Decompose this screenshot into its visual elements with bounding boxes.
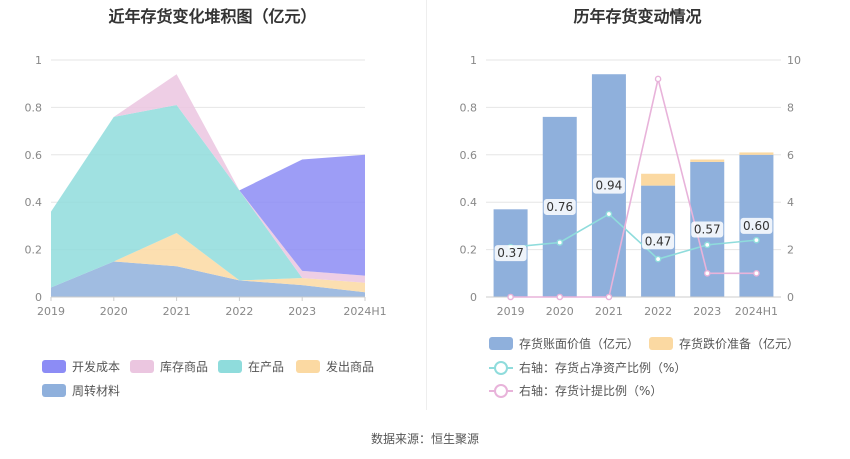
y-tick-label: 0 [35,291,42,304]
bar-provision [690,159,725,162]
legend-label: 存货账面价值（亿元） [519,336,639,351]
legend-label: 周转材料 [72,383,120,398]
data-label-bg [592,177,625,194]
legend-label: 开发成本 [72,359,120,374]
legend-swatch [130,360,154,373]
y-right-tick-label: 8 [787,101,794,114]
legend-swatch [494,384,508,398]
x-tick-label: 2019 [37,305,65,318]
x-tick-label: 2024H1 [343,305,386,318]
line-point [654,75,662,83]
x-tick-label: 2023 [693,305,721,318]
legend-swatch [494,361,508,375]
data-label-bg [642,233,675,250]
line-右轴：存货计提比例（%） [510,78,757,298]
data-label: 0.37 [497,246,524,260]
area-发出商品 [51,233,365,293]
line-point [703,269,711,277]
line-point [605,293,613,301]
line-point [753,236,760,244]
y-left-tick-label: 0.8 [460,101,478,114]
area-在产品 [51,105,365,288]
area-开发成本 [51,74,365,276]
right-chart-title: 历年存货变动情况 [573,7,702,26]
data-label: 0.47 [645,234,672,248]
data-label-bg [691,221,724,238]
legend-label: 在产品 [248,360,284,374]
y-right-tick-label: 2 [787,244,794,257]
y-tick-label: 0.2 [25,244,43,257]
y-tick-label: 0.8 [25,101,43,114]
left-chart-title: 近年存货变化堆积图（亿元） [108,7,317,26]
legend-swatch [489,337,513,350]
y-tick-label: 0.4 [25,196,43,209]
chart-divider [426,0,427,410]
x-tick-label: 2021 [163,305,191,318]
legend-swatch [296,360,320,373]
y-tick-label: 0.6 [25,149,43,162]
x-tick-label: 2023 [288,305,316,318]
x-tick-label: 2021 [595,305,623,318]
y-right-tick-label: 4 [787,196,794,209]
line-右轴：存货占净资产比例（%） [510,213,757,260]
y-left-tick-label: 0.4 [460,196,478,209]
data-source: 数据来源：恒生聚源 [370,432,479,446]
stacked-area-chart: 0 0.2 0.4 0.6 0.8 1 2019 2020 2021 2022 2023 2024H1… [25,54,387,398]
x-tick-label: 2022 [225,305,253,318]
legend-label: 发出商品 [326,359,374,374]
area-周转材料 [51,261,365,297]
legend-label: 存货跌价准备（亿元） [679,336,799,351]
x-tick-label: 2022 [644,305,672,318]
x-tick-label: 2019 [497,305,525,318]
line-point [605,210,613,218]
x-tick-label: 2020 [546,305,574,318]
y-left-tick-label: 0 [470,291,477,304]
line-point [753,269,760,277]
y-tick-label: 1 [35,54,42,67]
line-point [654,255,662,263]
legend-label: 右轴：存货计提比例（%） [519,383,662,398]
legend-label: 库存商品 [160,359,208,374]
y-right-tick-label: 6 [787,149,794,162]
x-tick-label: 2020 [100,305,128,318]
legend-swatch [649,337,673,350]
data-label-bg [494,245,527,262]
data-label-bg [740,217,773,234]
line-point [556,239,564,246]
x-tick-label: 2024H1 [735,305,778,318]
line-point [556,293,564,301]
data-label: 0.57 [694,222,721,236]
legend-swatch [42,360,66,373]
legend-label: 右轴：存货占净资产比例（%） [519,360,686,375]
data-label: 0.60 [743,219,770,233]
line-point [507,293,514,301]
y-left-tick-label: 0.2 [460,244,478,257]
legend-swatch [218,360,242,373]
y-right-tick-label: 0 [787,291,794,304]
y-left-tick-label: 1 [470,54,477,67]
legend-swatch [42,384,66,397]
y-left-tick-label: 0.6 [460,149,478,162]
bar-provision [641,173,676,186]
data-label: 0.94 [596,179,623,193]
bar-provision [739,152,774,155]
data-label: 0.76 [546,200,573,214]
data-label-bg [543,198,576,215]
y-right-tick-label: 10 [787,54,801,67]
line-point [703,241,711,249]
